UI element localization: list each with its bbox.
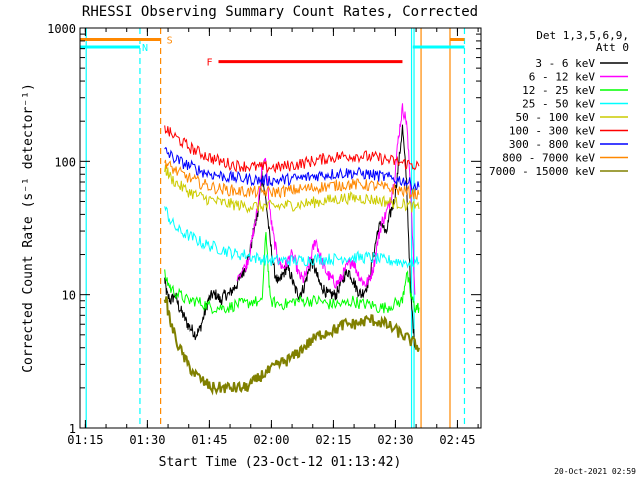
series-line-2 xyxy=(164,232,420,315)
series-line-3 xyxy=(164,206,420,269)
legend-label-2: 12 - 25 keV xyxy=(522,84,595,97)
y-tick-label-1: 10 xyxy=(62,289,76,303)
x-tick-label-3: 02:00 xyxy=(253,433,289,447)
axes: 01:15 01:30 01:45 02:00 02:15 02:30 02:45 1 10 10… xyxy=(47,22,481,447)
y-tick-label-0: 1 xyxy=(69,422,76,436)
legend-label-0: 3 - 6 keV xyxy=(535,57,595,70)
y-tick-label-2: 100 xyxy=(54,155,76,169)
legend-header-line-1: Det 1,3,5,6,9, xyxy=(536,29,629,42)
series-line-1 xyxy=(236,103,416,295)
x-axis-label: Start Time (23-Oct-12 01:13:42) xyxy=(159,455,402,470)
legend-label-8: 7000 - 15000 keV xyxy=(489,165,595,178)
plot-area: S N F 01:15 01:30 01:45 02:00 02:15 02:30 02:45 1… xyxy=(47,22,482,447)
y-axis-label: Corrected Count Rate (s⁻¹ detector⁻¹) xyxy=(21,83,36,373)
legend-label-1: 6 - 12 keV xyxy=(529,71,596,84)
series-line-8 xyxy=(163,296,420,396)
y-tick-label-3: 1000 xyxy=(47,22,76,36)
x-tick-label-6: 02:45 xyxy=(439,433,475,447)
x-tick-label-2: 01:45 xyxy=(191,433,227,447)
legend-label-6: 300 - 800 keV xyxy=(509,138,595,151)
series-line-7 xyxy=(164,159,420,200)
x-tick-label-0: 01:15 xyxy=(67,433,103,447)
flag-label-F: F xyxy=(206,58,212,69)
legend-label-4: 50 - 100 keV xyxy=(516,111,596,124)
flag-bars: S N F xyxy=(80,35,465,69)
chart-title: RHESSI Observing Summary Count Rates, Co… xyxy=(82,4,478,20)
vertical-markers xyxy=(85,28,466,428)
flag-label-N: N xyxy=(142,43,148,54)
x-tick-label-5: 02:30 xyxy=(377,433,413,447)
series-line-4 xyxy=(164,164,420,214)
series-line-6 xyxy=(164,147,420,191)
x-tick-label-4: 02:15 xyxy=(315,433,351,447)
series-line-5 xyxy=(164,125,420,174)
legend-label-3: 25 - 50 keV xyxy=(522,98,595,111)
plot-frame xyxy=(79,27,482,429)
x-tick-label-1: 01:30 xyxy=(129,433,165,447)
series-lines xyxy=(163,103,420,396)
flag-label-S: S xyxy=(167,35,173,46)
legend-label-7: 800 - 7000 keV xyxy=(502,152,595,165)
legend-label-5: 100 - 300 keV xyxy=(509,125,595,138)
generation-timestamp: 20-Oct-2021 02:59 xyxy=(554,467,636,476)
legend-header-line-2: Att 0 xyxy=(596,41,629,54)
